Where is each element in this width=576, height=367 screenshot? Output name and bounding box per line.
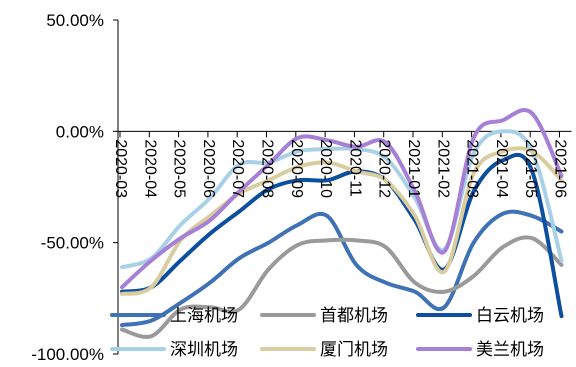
x-tick-label: 2020-08 [259, 139, 276, 198]
x-axis-tick-marks [119, 131, 560, 138]
x-tick-label: 2020-03 [112, 139, 129, 198]
x-tick-label: 2021-03 [464, 139, 481, 198]
legend-item: 上海机场 [110, 306, 238, 326]
legend-label: 深圳机场 [170, 340, 238, 360]
series-line-6 [120, 108, 564, 290]
x-tick-label: 2020-12 [376, 139, 393, 198]
y-axis-ticks: 50.00% 0.00% -50.00% -100.00% [31, 11, 118, 364]
x-tick-label: 2020-10 [317, 139, 334, 198]
y-tick-label: -50.00% [41, 234, 104, 253]
y-tick-label: 50.00% [46, 11, 104, 30]
y-tick-label: -100.00% [31, 345, 104, 364]
x-tick-label: 2021-01 [405, 139, 422, 198]
legend-item: 厦门机场 [260, 340, 388, 360]
x-tick-label: 2020-07 [229, 139, 246, 198]
series-line-2 [120, 235, 564, 339]
y-tick-label: 0.00% [56, 122, 104, 141]
legend-label: 上海机场 [170, 306, 238, 326]
legend-item: 首都机场 [260, 306, 388, 326]
x-tick-label: 2021-06 [552, 139, 569, 198]
series-line-1 [120, 209, 564, 328]
legend-label: 厦门机场 [320, 340, 388, 360]
x-axis-labels: 2020-03 2020-04 2020-05 2020-06 2020-07 2020-… [112, 139, 569, 198]
legend-item: 深圳机场 [110, 340, 238, 360]
legend-item: 白云机场 [416, 306, 544, 326]
legend-label: 白云机场 [476, 306, 544, 326]
x-tick-label: 2021-04 [493, 139, 510, 198]
x-tick-label: 2020-04 [141, 139, 158, 198]
x-tick-label: 2020-09 [288, 139, 305, 198]
x-tick-label: 2020-11 [346, 139, 363, 197]
legend-label: 美兰机场 [476, 340, 544, 360]
legend-item: 美兰机场 [416, 340, 544, 360]
x-tick-label: 2020-06 [200, 139, 217, 198]
x-tick-label: 2021-05 [522, 139, 539, 198]
legend-label: 首都机场 [320, 306, 388, 326]
series-line-5 [120, 146, 564, 296]
x-tick-label: 2020-05 [171, 139, 188, 198]
x-tick-label: 2021-02 [434, 139, 451, 198]
series-lines [120, 108, 564, 339]
series-line-4 [120, 129, 564, 270]
